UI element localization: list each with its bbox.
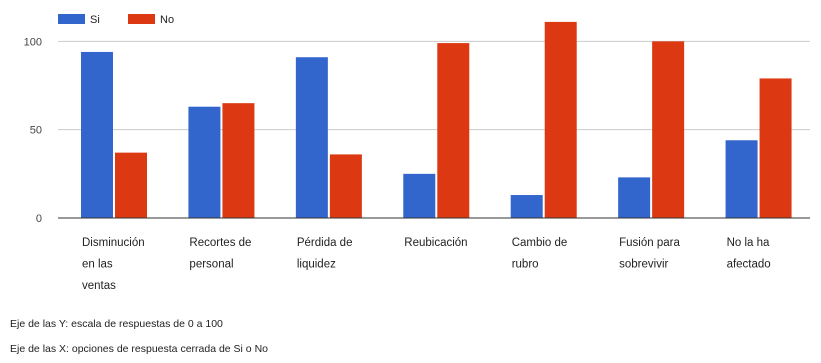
- bars: [81, 21, 792, 219]
- y-tick-label: 100: [24, 36, 42, 48]
- legend-swatch-no: [128, 14, 155, 24]
- legend: Si No: [58, 14, 174, 26]
- bar-si-3: [403, 173, 436, 218]
- x-tick-label: Fusión para sobrevivir: [619, 237, 680, 271]
- x-tick-label: Reubicación: [404, 237, 467, 249]
- bar-si-5: [618, 177, 651, 218]
- bar-si-2: [295, 57, 328, 218]
- x-tick-label: Pérdida de liquidez: [297, 237, 353, 271]
- bar-no-2: [329, 154, 362, 218]
- x-axis-note: Eje de las X: opciones de respuesta cerr…: [10, 343, 268, 355]
- bar-no-1: [222, 103, 255, 218]
- bar-si-0: [81, 51, 113, 218]
- legend-label-no: No: [160, 14, 174, 26]
- y-tick-label: 50: [30, 125, 42, 137]
- bar-no-5: [652, 41, 685, 219]
- bar-no-0: [115, 152, 147, 218]
- legend-label-si: Si: [90, 14, 100, 26]
- x-tick-label: Cambio de rubro: [512, 237, 568, 271]
- x-tick-label: Recortes de personal: [189, 237, 251, 271]
- bar-chart: 0 50 100 Disminución en las ventas Recortes d…: [24, 14, 810, 292]
- bar-no-3: [437, 43, 470, 218]
- x-tick-label: No la ha afectado: [727, 237, 771, 271]
- y-axis-note: Eje de las Y: escala de respuestas de 0 …: [10, 318, 223, 330]
- legend-swatch-si: [58, 14, 85, 24]
- bar-si-4: [510, 195, 543, 218]
- bar-no-4: [544, 21, 577, 219]
- bar-si-1: [188, 106, 221, 218]
- bar-no-6: [759, 78, 792, 218]
- x-tick-label: Disminución en las ventas: [82, 237, 145, 292]
- y-axis-ticks: 0 50 100: [24, 36, 42, 225]
- y-tick-label: 0: [36, 213, 42, 225]
- x-axis-labels: Disminución en las ventas Recortes de person…: [82, 237, 771, 292]
- bar-si-6: [725, 140, 758, 218]
